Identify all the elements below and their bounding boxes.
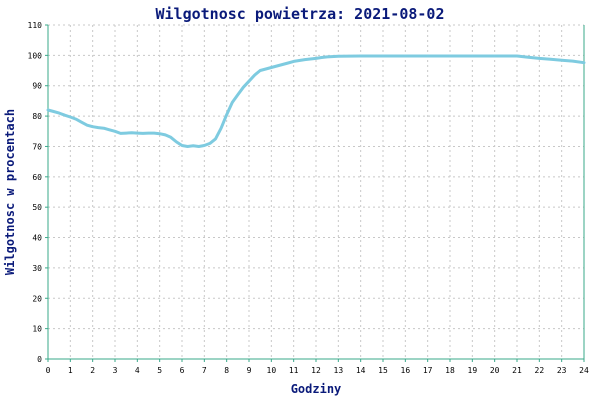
x-tick-label: 12 [311,366,321,375]
x-tick-label: 1 [68,366,73,375]
humidity-series-line [46,54,586,148]
y-tick-label: 10 [32,325,42,334]
grid-lines [48,24,585,359]
y-tick-label: 80 [32,112,42,121]
x-tick-label: 3 [113,366,118,375]
x-tick-label: 19 [468,366,478,375]
x-tick-label: 0 [46,366,51,375]
x-axis-label: Godziny [291,382,342,396]
x-tick-label: 11 [289,366,299,375]
x-tick-label: 20 [490,366,500,375]
x-tick-label: 23 [557,366,567,375]
y-tick-label: 100 [28,51,43,60]
x-tick-label: 18 [445,366,455,375]
x-tick-label: 14 [356,366,366,375]
x-tick-label: 16 [401,366,411,375]
x-tick-label: 17 [423,366,433,375]
x-tick-label: 4 [135,366,140,375]
y-axis-label: Wilgotnosc w procentach [3,109,17,275]
chart-title: Wilgotnosc powietrza: 2021-08-02 [156,5,445,23]
x-tick-label: 7 [202,366,207,375]
x-tick-labels: 0 1 2 3 4 5 6 7 8 9 10 11 12 13 14 15 16 17 18 19 20 21 22 23 24 [46,366,589,375]
x-tick-label: 22 [535,366,545,375]
y-tick-label: 20 [32,294,42,303]
y-tick-label: 30 [32,264,42,273]
y-tick-labels: 0 10 20 30 40 50 60 70 80 90 100 110 [28,21,43,364]
y-tick-label: 40 [32,234,42,243]
axes [45,24,585,362]
x-tick-label: 21 [512,366,522,375]
y-tick-label: 70 [32,142,42,151]
x-tick-label: 8 [224,366,229,375]
y-tick-label: 90 [32,82,42,91]
x-tick-label: 6 [180,366,185,375]
x-tick-label: 13 [334,366,344,375]
x-tick-label: 2 [90,366,95,375]
y-tick-label: 50 [32,203,42,212]
y-tick-label: 60 [32,173,42,182]
x-tick-label: 15 [378,366,388,375]
y-tick-label: 110 [28,21,43,30]
x-tick-label: 10 [267,366,277,375]
x-tick-label: 9 [247,366,252,375]
x-tick-label: 24 [579,366,589,375]
y-tick-label: 0 [37,355,42,364]
x-tick-label: 5 [157,366,162,375]
